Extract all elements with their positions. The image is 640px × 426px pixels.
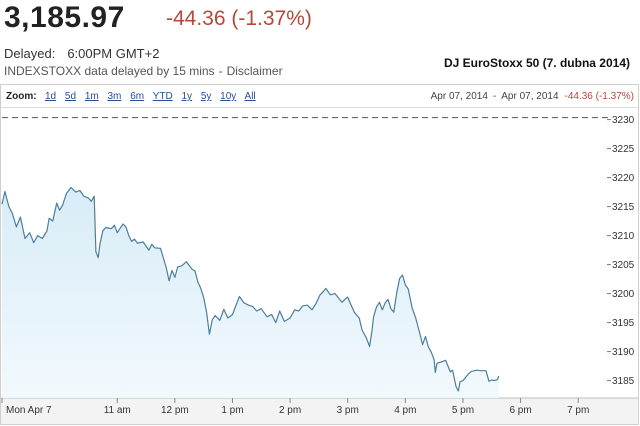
range-separator: - (492, 91, 497, 102)
zoom-options: 1d 5d 1m 3m 6m YTD 1y 5y 10y All (45, 91, 262, 102)
disclaimer-link[interactable]: Disclaimer (226, 64, 283, 78)
separator-dash: - (218, 64, 223, 78)
x-tick-label: 7 pm (567, 405, 589, 416)
y-tick-label: 3190 (612, 347, 635, 358)
delayed-status: Delayed: 6:00PM GMT+2 (4, 46, 159, 61)
range-start: Apr 07, 2014 (430, 91, 488, 102)
chart-panel: Zoom: 1d 5d 1m 3m 6m YTD 1y 5y 10y All A… (0, 84, 639, 425)
y-tick-label: 3215 (612, 202, 635, 213)
zoom-option-10y[interactable]: 10y (220, 91, 237, 102)
x-tick-label: 11 am (104, 405, 131, 416)
y-tick-label: 3200 (612, 289, 635, 300)
zoom-option-5d[interactable]: 5d (64, 91, 77, 102)
zoom-option-1y[interactable]: 1y (181, 91, 193, 102)
zoom-option-all[interactable]: All (244, 91, 256, 102)
price-line (1, 186, 500, 392)
last-price: 3,185.97 (4, 1, 125, 34)
y-tick-label: 3195 (612, 318, 635, 329)
price-change: -44.36 (-1.37%) (166, 7, 312, 30)
zoom-option-3m[interactable]: 3m (107, 91, 122, 102)
data-source-text: INDEXSTOXX data delayed by 15 mins (4, 64, 215, 78)
delayed-time: 6:00PM GMT+2 (67, 46, 160, 61)
x-tick-label: 4 pm (394, 405, 416, 416)
y-tick-label: 3230 (612, 115, 635, 126)
chart-title: DJ EuroStoxx 50 (7. dubna 2014) (443, 56, 630, 70)
x-tick-label: 1 pm (221, 405, 243, 416)
data-source-note: INDEXSTOXX data delayed by 15 mins - Discl… (4, 64, 283, 78)
x-tick-label: 2 pm (279, 405, 301, 416)
y-tick-label: 3185 (612, 376, 635, 387)
zoom-option-6m[interactable]: 6m (130, 91, 145, 102)
x-tick-label: Mon Apr 7 (6, 405, 52, 416)
y-tick-label: 3205 (612, 260, 635, 271)
zoom-option-5y[interactable]: 5y (200, 91, 212, 102)
y-tick-label: 3220 (612, 173, 635, 184)
zoom-option-ytd[interactable]: YTD (152, 91, 173, 102)
x-tick-label: 3 pm (337, 405, 359, 416)
price-chart[interactable]: 3185 3190 3195 3200 3205 3210 3215 3220 3225 3230… (1, 85, 638, 424)
zoom-bar: Zoom: 1d 5d 1m 3m 6m YTD 1y 5y 10y All A… (1, 85, 638, 108)
zoom-option-1d[interactable]: 1d (45, 91, 57, 102)
y-tick-label: 3210 (612, 231, 635, 242)
zoom-option-1m[interactable]: 1m (84, 91, 99, 102)
range-end: Apr 07, 2014 (501, 91, 559, 102)
x-tick-label: 6 pm (509, 405, 531, 416)
zoom-label: Zoom: (6, 91, 37, 102)
x-tick-label: 5 pm (452, 405, 474, 416)
range-change: -44.36 (-1.37%) (564, 91, 634, 102)
price-area (2, 187, 499, 398)
x-tick-label: 12 pm (161, 405, 189, 416)
date-range: Apr 07, 2014- Apr 07, 2014 -44.36 (-1.37%) (431, 91, 634, 102)
x-axis-strip (1, 398, 638, 424)
delayed-label: Delayed: (4, 46, 56, 61)
y-tick-label: 3225 (612, 144, 635, 155)
